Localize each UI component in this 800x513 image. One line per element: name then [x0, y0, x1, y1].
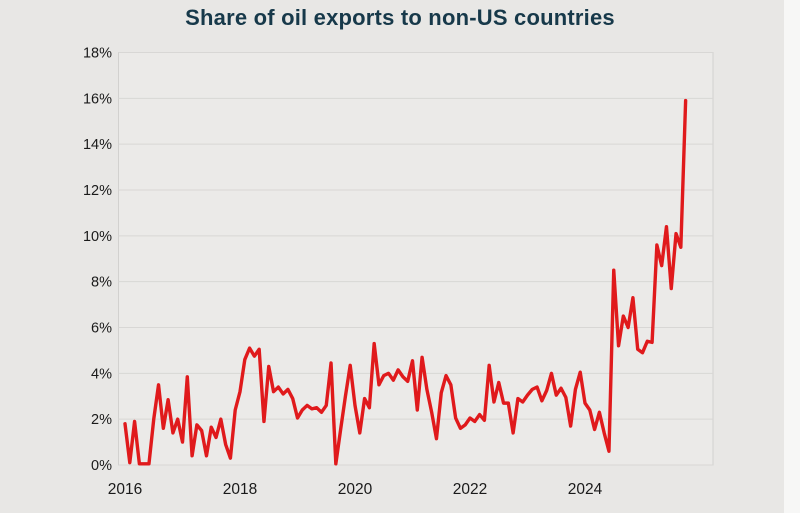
data-line: [123, 98, 688, 466]
x-axis-tick-label: 2016: [108, 481, 142, 498]
y-axis-tick-label: 10%: [83, 229, 112, 245]
y-axis-tick-label: 16%: [83, 91, 112, 107]
y-axis-tick-label: 8%: [91, 275, 112, 291]
y-axis-tick-label: 12%: [83, 183, 112, 199]
y-axis-tick-label: 4%: [91, 366, 112, 382]
y-axis-tick-label: 18%: [83, 46, 112, 62]
y-axis-tick-label: 6%: [91, 321, 112, 337]
y-axis-tick-label: 0%: [91, 458, 112, 474]
chart-title: Share of oil exports to non-US countries: [185, 5, 615, 30]
y-axis-tick-label: 2%: [91, 412, 112, 428]
page-right-margin: [784, 0, 800, 513]
x-axis-tick-label: 2022: [453, 481, 487, 498]
x-axis-tick-label: 2024: [568, 481, 603, 498]
x-axis-tick-label: 2018: [223, 481, 257, 498]
y-axis-tick-label: 14%: [83, 137, 112, 153]
x-axis-tick-label: 2020: [338, 481, 373, 498]
